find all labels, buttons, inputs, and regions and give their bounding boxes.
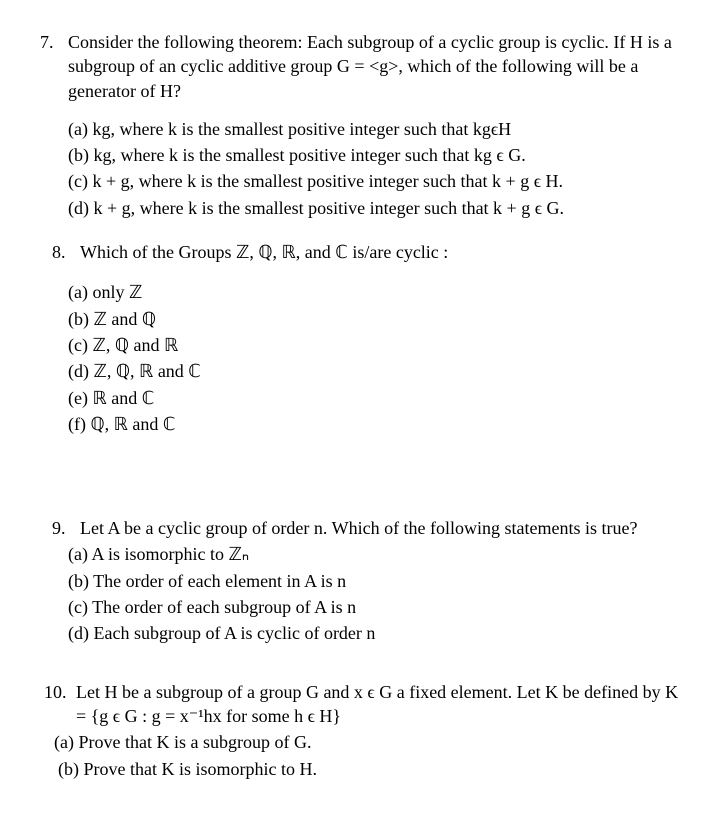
question-9: 9. Let A be a cyclic group of order n. W… (40, 516, 680, 645)
q9-options: (a) A is isomorphic to ℤₙ (b) The order … (40, 542, 680, 645)
q10-parts: (a) Prove that K is a subgroup of G. (b)… (40, 730, 680, 781)
q7-stem-row: 7. Consider the following theorem: Each … (40, 30, 680, 103)
spacer-before-q10 (40, 666, 680, 680)
q10-part-b: (b) Prove that K is isomorphic to H. (54, 757, 680, 781)
question-7: 7. Consider the following theorem: Each … (40, 30, 680, 220)
q7-option-a: (a) kg, where k is the smallest positive… (68, 117, 680, 141)
q9-stem-text: Let A be a cyclic group of order n. Whic… (80, 516, 680, 540)
q8-options: (a) only ℤ (b) ℤ and ℚ (c) ℤ, ℚ and ℝ (d… (40, 280, 680, 436)
q7-option-c: (c) k + g, where k is the smallest posit… (68, 169, 680, 193)
q7-options: (a) kg, where k is the smallest positive… (40, 117, 680, 220)
q8-number: 8. (52, 240, 80, 264)
q8-option-e: (e) ℝ and ℂ (68, 386, 680, 410)
question-8: 8. Which of the Groups ℤ, ℚ, ℝ, and ℂ is… (40, 240, 680, 436)
q9-option-b: (b) The order of each element in A is n (68, 569, 680, 593)
q10-stem-text: Let H be a subgroup of a group G and x ϵ… (76, 680, 680, 729)
q8-stem-row: 8. Which of the Groups ℤ, ℚ, ℝ, and ℂ is… (40, 240, 680, 264)
q7-number: 7. (40, 30, 68, 103)
q8-option-b: (b) ℤ and ℚ (68, 307, 680, 331)
q10-stem-row: 10. Let H be a subgroup of a group G and… (40, 680, 680, 729)
spacer-before-q9 (40, 456, 680, 516)
q10-number: 10. (44, 680, 76, 729)
q9-stem-row: 9. Let A be a cyclic group of order n. W… (40, 516, 680, 540)
q8-option-d: (d) ℤ, ℚ, ℝ and ℂ (68, 359, 680, 383)
q10-part-a: (a) Prove that K is a subgroup of G. (54, 730, 680, 754)
q8-stem-text: Which of the Groups ℤ, ℚ, ℝ, and ℂ is/ar… (80, 240, 680, 264)
q8-option-f: (f) ℚ, ℝ and ℂ (68, 412, 680, 436)
q8-option-c: (c) ℤ, ℚ and ℝ (68, 333, 680, 357)
q7-option-b: (b) kg, where k is the smallest positive… (68, 143, 680, 167)
q9-option-d: (d) Each subgroup of A is cyclic of orde… (68, 621, 680, 645)
q9-option-a: (a) A is isomorphic to ℤₙ (68, 542, 680, 566)
q8-option-a: (a) only ℤ (68, 280, 680, 304)
question-10: 10. Let H be a subgroup of a group G and… (40, 680, 680, 781)
q9-option-c: (c) The order of each subgroup of A is n (68, 595, 680, 619)
q7-stem-text: Consider the following theorem: Each sub… (68, 30, 680, 103)
q9-number: 9. (52, 516, 80, 540)
q7-option-d: (d) k + g, where k is the smallest posit… (68, 196, 680, 220)
